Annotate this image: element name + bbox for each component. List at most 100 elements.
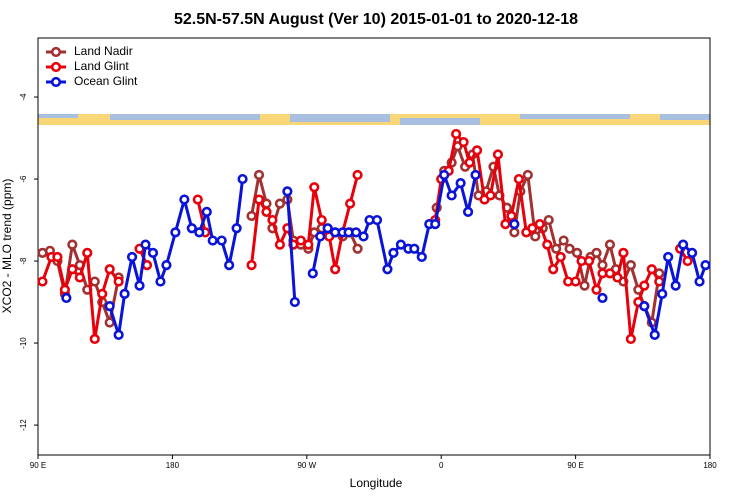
data-point [119, 288, 130, 299]
data-point [670, 280, 681, 291]
data-point [527, 223, 538, 234]
series [37, 128, 693, 345]
data-point [534, 219, 545, 230]
data-point [558, 235, 569, 246]
data-point [513, 173, 524, 185]
data-point [261, 206, 272, 217]
data-point [509, 227, 520, 238]
data-point [194, 227, 205, 238]
data-point [543, 214, 554, 226]
data-point [224, 260, 235, 271]
data-point [295, 235, 306, 246]
data-point [439, 169, 450, 181]
data-point [309, 182, 320, 193]
legend-marker [50, 46, 62, 58]
data-point [492, 149, 504, 160]
data-point [201, 206, 212, 217]
data-point [649, 329, 660, 340]
map-ocean [400, 118, 480, 125]
data-point [604, 268, 616, 279]
y-axis-label: XCO2 - MLO trend (ppm) [0, 179, 14, 314]
data-point [231, 223, 242, 234]
data-point [113, 329, 124, 340]
data-point [246, 210, 257, 222]
data-point [430, 219, 441, 230]
data-point [700, 260, 711, 271]
data-point [97, 288, 108, 299]
data-point [274, 198, 286, 209]
data-point [147, 247, 159, 258]
y-tick-label: -4 [19, 93, 28, 101]
x-tick-label: 90 W [297, 461, 316, 470]
data-point [597, 260, 608, 271]
data-point [179, 194, 190, 205]
data-point [67, 239, 78, 250]
data-point [104, 301, 115, 312]
y-tick-label: -6 [19, 175, 28, 183]
map-ocean [110, 114, 260, 120]
data-point [663, 251, 674, 263]
series-line [285, 191, 297, 303]
y-tick-label: -10 [19, 337, 28, 349]
y-tick-label: -12 [19, 419, 28, 431]
data-point [216, 235, 227, 246]
data-point [74, 272, 85, 283]
data-point [170, 227, 181, 238]
data-point [67, 264, 78, 275]
data-point [61, 292, 72, 304]
data-point [52, 251, 63, 263]
data-point [315, 231, 326, 242]
data-point [104, 264, 115, 275]
data-point [657, 288, 668, 299]
data-point [89, 333, 100, 345]
series-line [250, 174, 360, 270]
data-point [462, 206, 474, 217]
x-tick-label: 90 E [30, 461, 46, 470]
y-tick-label: -8 [19, 257, 28, 265]
data-point [161, 260, 172, 271]
x-tick-label: 0 [439, 461, 444, 470]
data-point [113, 276, 124, 287]
data-point [134, 280, 145, 291]
data-point [446, 190, 457, 201]
data-point [522, 169, 533, 181]
data-point [583, 255, 595, 267]
data-point [464, 157, 475, 168]
data-point [140, 239, 151, 250]
data-point [126, 251, 138, 263]
data-point [618, 247, 629, 258]
data-point [509, 219, 520, 230]
data-point [571, 247, 583, 258]
data-point [500, 219, 511, 230]
series-line [196, 199, 207, 233]
data-point [530, 231, 541, 242]
data-point [59, 284, 70, 295]
data-point [639, 280, 650, 291]
data-point [274, 239, 286, 250]
data-point [470, 169, 481, 181]
data-point [570, 276, 581, 287]
data-point [237, 173, 248, 185]
x-tick-label: 180 [166, 461, 180, 470]
data-point [639, 301, 650, 312]
data-point [551, 243, 562, 254]
data-point [358, 231, 369, 242]
data-point [395, 239, 406, 250]
data-point [471, 145, 483, 156]
data-point [330, 264, 341, 275]
data-point [416, 251, 427, 263]
data-point [409, 243, 420, 254]
data-point [564, 243, 575, 254]
data-point [307, 268, 318, 279]
data-point [322, 223, 333, 234]
data-point [485, 190, 496, 201]
data-point [625, 260, 636, 271]
data-point [192, 194, 203, 205]
map-strip [38, 114, 710, 125]
legend-marker [50, 76, 62, 88]
data-point [451, 128, 462, 140]
data-point [316, 214, 327, 226]
data-point [591, 247, 602, 258]
